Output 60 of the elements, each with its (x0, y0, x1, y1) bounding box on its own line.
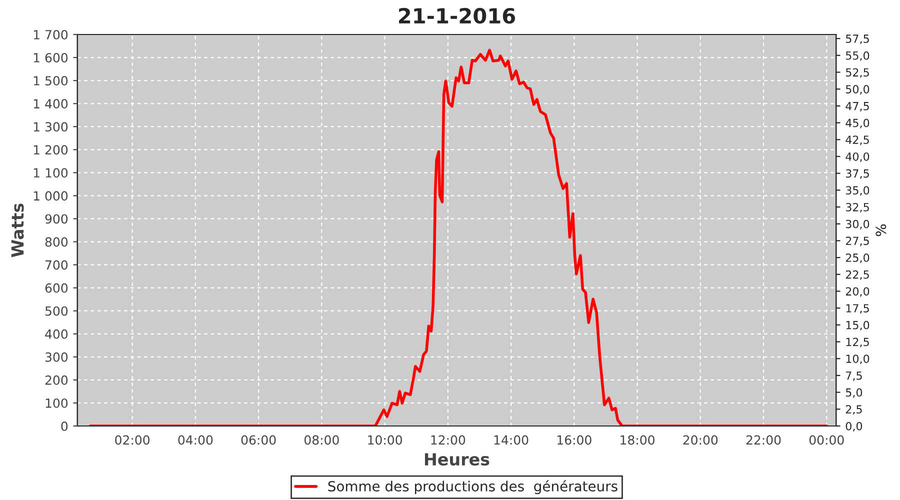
x-tick-label: 06:00 (241, 435, 276, 445)
x-tick-label: 08:00 (304, 435, 339, 445)
y-tick-label: 100 (46, 398, 68, 408)
legend-label: Somme des productions des générateurs (328, 480, 618, 494)
y2-tick-label: 30,0 (846, 220, 870, 230)
x-tick-label: 10:00 (368, 435, 402, 445)
y2-tick-label: 7,5 (846, 372, 862, 381)
y-tick-label: 900 (45, 214, 68, 224)
y-tick-label: 300 (45, 352, 68, 362)
x-tick-label: 00:00 (809, 435, 844, 445)
y2-tick-label: 12,5 (846, 338, 869, 348)
y2-tick-label: 10,0 (846, 354, 870, 364)
y-tick-label: 1 400 (34, 99, 68, 109)
x-tick-label: 22:00 (746, 435, 781, 445)
y2-tick-label: 52,5 (846, 68, 869, 78)
y-tick-label: 1 700 (34, 30, 68, 40)
y2-tick-label: 0,0 (846, 422, 862, 432)
y2-tick-label: 17,5 (846, 304, 869, 314)
y-tick-label: 800 (45, 237, 68, 247)
y2-tick-label: 22,5 (846, 270, 869, 280)
x-axis-title: Heures (425, 453, 490, 466)
y2-tick-label: 45,0 (846, 118, 870, 128)
y-tick-label: 1 300 (34, 122, 68, 132)
y-tick-label: 1 500 (34, 76, 68, 86)
y2-tick-label: 42,5 (846, 136, 869, 146)
y-tick-label: 1 000 (34, 191, 68, 201)
y2-tick-label: 37,5 (846, 169, 869, 179)
x-tick-label: 16:00 (558, 435, 592, 445)
y-tick-label: 600 (45, 283, 68, 293)
y2-axis-title: % (876, 224, 886, 236)
y2-tick-label: 35,0 (846, 186, 870, 196)
y-tick-label: 0 (61, 421, 68, 431)
y2-tick-label: 32,5 (846, 202, 869, 213)
x-tick-label: 02:00 (115, 435, 150, 445)
y-tick-label: 1 600 (34, 53, 68, 62)
y2-tick-label: 15,0 (846, 320, 870, 330)
y2-tick-label: 5,0 (846, 388, 862, 398)
y-axis-title: Watts (11, 204, 24, 258)
x-tick-label: 12:00 (431, 435, 466, 445)
y-tick-label: 200 (45, 375, 68, 385)
y-tick-label: 1 200 (34, 145, 68, 155)
y2-tick-label: 40,0 (846, 152, 870, 162)
y-tick-label: 500 (45, 306, 68, 316)
y-tick-label: 400 (45, 329, 68, 339)
y2-tick-label: 25,0 (846, 254, 870, 264)
x-tick-label: 18:00 (620, 435, 654, 445)
y-tick-label: 1 100 (34, 168, 68, 178)
y2-tick-label: 50,0 (846, 85, 870, 95)
chart-title: 21-1-2016 (399, 8, 516, 24)
x-tick-label: 14:00 (494, 435, 528, 445)
x-tick-label: 20:00 (683, 435, 718, 445)
y2-tick-label: 2,5 (846, 405, 862, 415)
y2-tick-label: 27,5 (846, 236, 869, 246)
x-tick-label: 04:00 (178, 435, 213, 445)
y2-tick-label: 57,5 (846, 34, 869, 44)
line-series (88, 48, 828, 426)
y-tick-label: 700 (46, 260, 68, 270)
y2-tick-label: 47,5 (846, 102, 869, 112)
y2-tick-label: 55,0 (846, 51, 870, 61)
y2-tick-label: 20,0 (846, 287, 870, 297)
